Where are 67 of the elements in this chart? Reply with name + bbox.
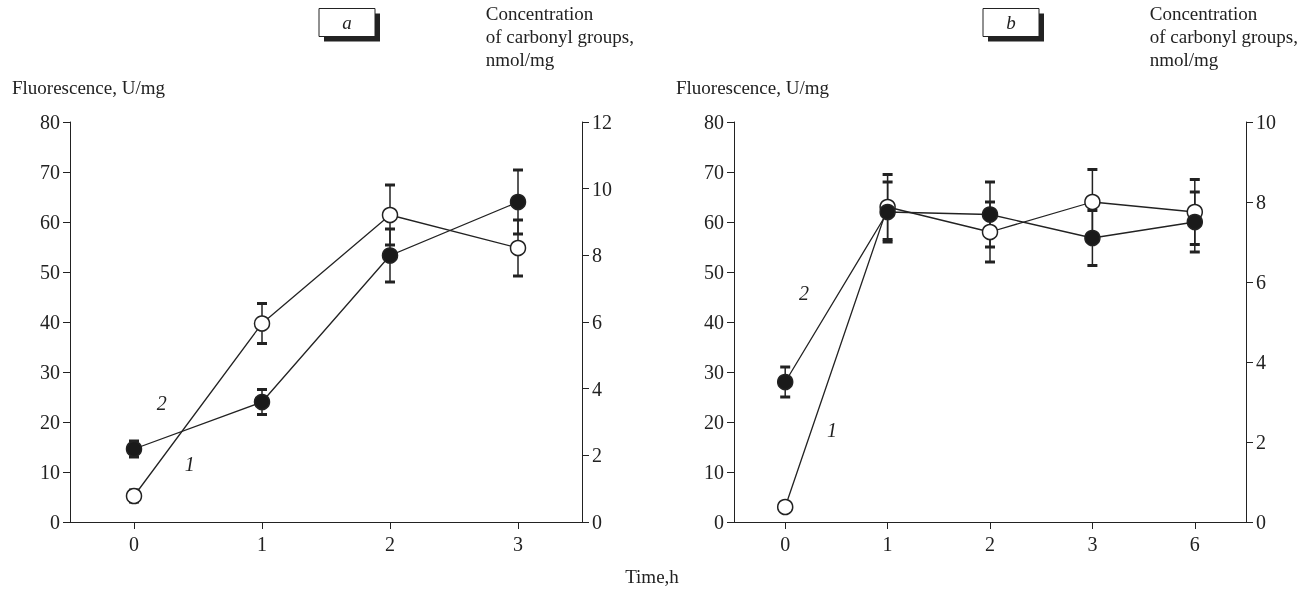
- y2-tick-label: 2: [1256, 431, 1266, 453]
- y2-tick-label: 8: [1256, 191, 1266, 213]
- x-tick-label: 1: [257, 533, 267, 555]
- y-tick-label: 20: [40, 411, 60, 433]
- y-tick-label: 60: [40, 211, 60, 233]
- series-label: 1: [827, 419, 838, 441]
- y2-tick-label: 2: [592, 444, 602, 467]
- series-label: 1: [184, 452, 195, 475]
- y2-tick-label: 12: [592, 111, 612, 133]
- point: [381, 206, 399, 224]
- y2-tick-label: 4: [592, 377, 602, 400]
- y2-tick-label: 10: [1256, 111, 1276, 133]
- y2-tick-label: 6: [1256, 271, 1266, 293]
- y-tick-label: 40: [704, 311, 724, 333]
- point: [981, 223, 999, 241]
- y2-tick-label: 0: [1256, 511, 1266, 533]
- y-tick-label: 10: [704, 461, 724, 483]
- y-tick-label: 40: [40, 311, 60, 333]
- point: [879, 203, 896, 221]
- point: [125, 487, 143, 505]
- y-tick-label: 80: [40, 111, 60, 133]
- x-tick-label: 0: [129, 533, 139, 555]
- point: [1084, 193, 1101, 211]
- y2-axis-title: Concentration of carbonyl groups, nmol/mg: [1149, 3, 1299, 70]
- point: [776, 373, 794, 391]
- y2-axis-title: Concentration of carbonyl groups, nmol/mg: [485, 3, 635, 70]
- y-tick-label: 10: [40, 461, 60, 483]
- y-tick-label: 20: [704, 411, 724, 433]
- point: [509, 239, 527, 257]
- y2-tick-label: 10: [592, 177, 612, 200]
- x-tick-label: 6: [1189, 533, 1200, 555]
- y2-tick-label: 6: [592, 311, 602, 333]
- x-tick-label: 3: [513, 533, 523, 555]
- point: [125, 440, 143, 458]
- x-tick-label: 0: [780, 533, 791, 555]
- y-tick-label: 80: [704, 111, 724, 133]
- y-axis-title: Fluorescence, U/mg: [676, 77, 830, 98]
- text: a: [342, 12, 352, 33]
- text: b: [1006, 12, 1016, 33]
- x-tick-label: 2: [385, 533, 395, 555]
- series-label: 2: [156, 391, 167, 414]
- x-tick-label: 3: [1087, 533, 1098, 555]
- y-tick-label: 0: [50, 511, 60, 533]
- x-axis-title: Time,h: [624, 566, 680, 588]
- y-tick-label: 50: [704, 261, 724, 283]
- point: [1084, 229, 1101, 247]
- point: [253, 315, 271, 332]
- point: [776, 498, 794, 516]
- point: [1186, 213, 1204, 231]
- point: [253, 393, 271, 411]
- y-tick-label: 60: [704, 211, 724, 233]
- point: [509, 193, 527, 211]
- y-tick-label: 0: [714, 511, 724, 533]
- point: [381, 247, 399, 264]
- y2-tick-label: 0: [592, 511, 602, 533]
- x-tick-label: 1: [882, 533, 893, 555]
- y-axis-title: Fluorescence, U/mg: [12, 77, 166, 98]
- x-tick-label: 2: [985, 533, 995, 555]
- y-tick-label: 30: [40, 361, 60, 383]
- y-tick-label: 50: [40, 261, 60, 283]
- y2-tick-label: 8: [592, 244, 602, 267]
- y-tick-label: 30: [704, 361, 724, 383]
- y2-tick-label: 4: [1256, 351, 1266, 373]
- y-tick-label: 70: [40, 161, 60, 183]
- point: [981, 206, 999, 223]
- series-label: 2: [799, 281, 810, 304]
- y-tick-label: 70: [704, 161, 724, 183]
